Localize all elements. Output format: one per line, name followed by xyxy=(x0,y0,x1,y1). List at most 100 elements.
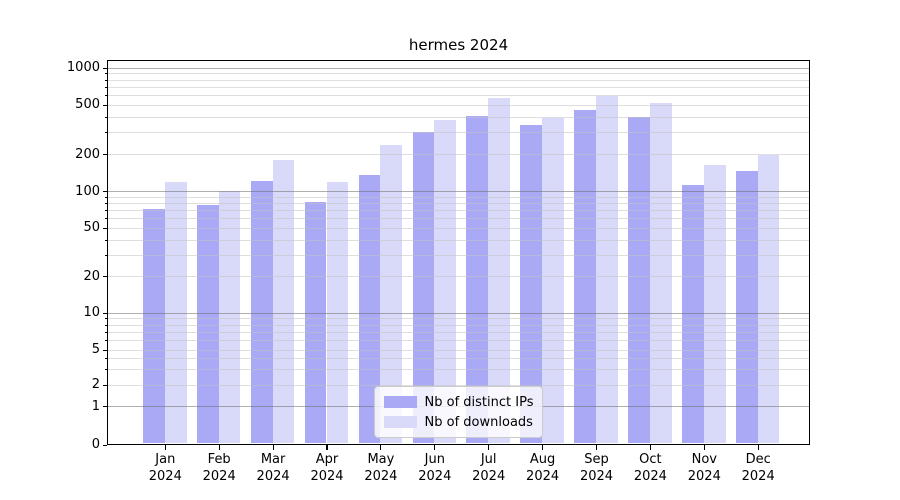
gridline-minor-3 xyxy=(108,369,809,370)
bar-distinct-ips-apr xyxy=(304,201,327,443)
bar-distinct-ips-mar xyxy=(250,181,273,443)
x-tick-label-nov: Nov 2024 xyxy=(669,451,739,485)
y-minor-tick-mark xyxy=(104,254,107,256)
x-label-month: Jan xyxy=(155,452,176,467)
y-minor-tick-mark xyxy=(104,210,107,212)
gridline-minor-50 xyxy=(108,227,809,229)
gridline-major-100 xyxy=(108,191,809,193)
x-label-month: Aug xyxy=(529,452,556,467)
x-label-year: 2024 xyxy=(364,469,398,484)
bar-distinct-ips-jun xyxy=(412,132,435,443)
x-label-month: Nov xyxy=(691,452,717,467)
gridline-major-1000 xyxy=(108,67,809,69)
x-label-year: 2024 xyxy=(526,469,560,484)
y-tick-label-10: 10 xyxy=(83,305,100,321)
x-tick-mark-may xyxy=(380,445,382,450)
y-tick-label-20: 20 xyxy=(83,268,100,284)
bar-downloads-jun xyxy=(434,119,457,443)
y-minor-tick-mark xyxy=(104,358,107,360)
gridline-minor-60 xyxy=(108,218,809,220)
y-tick-label-5: 5 xyxy=(91,342,100,357)
gridline-minor-500 xyxy=(108,104,809,106)
x-tick-label-dec: Dec 2024 xyxy=(723,451,793,485)
x-tick-mark-sep xyxy=(595,445,598,450)
legend-item-distinct-ips: Nb of distinct IPs xyxy=(383,392,533,412)
y-tick-mark xyxy=(102,67,107,69)
x-tick-mark-jan xyxy=(164,445,166,450)
x-tick-label-mar: Mar 2024 xyxy=(238,451,308,485)
y-minor-tick-mark xyxy=(104,384,107,386)
y-minor-tick-mark xyxy=(104,331,107,333)
bar-distinct-ips-may xyxy=(358,174,381,443)
gridline-minor-90 xyxy=(108,196,809,198)
plot-area: Nb of distinct IPs Nb of downloads xyxy=(107,60,810,445)
gridline-minor-900 xyxy=(108,73,809,75)
bar-distinct-ips-aug xyxy=(520,124,543,443)
legend-swatch-downloads xyxy=(383,416,417,428)
y-minor-tick-mark xyxy=(104,239,107,241)
y-minor-tick-mark xyxy=(104,95,107,97)
gridline-minor-30 xyxy=(108,254,809,256)
gridline-minor-9 xyxy=(108,318,809,320)
bar-downloads-aug xyxy=(542,117,564,443)
bar-downloads-jul xyxy=(488,97,510,443)
x-label-month: Oct xyxy=(639,452,662,467)
x-tick-mark-aug xyxy=(542,445,544,450)
x-tick-label-apr: Apr 2024 xyxy=(292,451,362,485)
bar-downloads-jan xyxy=(164,182,187,443)
x-tick-mark-dec xyxy=(757,445,759,450)
y-minor-tick-mark xyxy=(104,324,107,326)
gridline-minor-40 xyxy=(108,239,809,241)
gridline-minor-80 xyxy=(108,202,809,204)
x-label-month: Jun xyxy=(424,452,445,467)
y-tick-label-200: 200 xyxy=(75,146,100,162)
x-label-year: 2024 xyxy=(202,469,236,484)
y-tick-mark xyxy=(102,406,107,408)
y-minor-tick-mark xyxy=(104,79,107,81)
y-minor-tick-mark xyxy=(104,218,107,220)
x-tick-label-jul: Jul 2024 xyxy=(454,451,524,485)
x-label-year: 2024 xyxy=(472,469,506,484)
bar-distinct-ips-feb xyxy=(196,205,219,443)
y-minor-tick-mark xyxy=(104,369,107,370)
x-label-year: 2024 xyxy=(687,469,721,484)
x-label-year: 2024 xyxy=(418,469,452,484)
y-minor-tick-mark xyxy=(104,104,107,106)
x-tick-label-jan: Jan 2024 xyxy=(130,451,200,485)
gridline-minor-70 xyxy=(108,210,809,212)
plot-canvas xyxy=(108,61,809,444)
y-minor-tick-mark xyxy=(104,227,107,229)
gridline-minor-700 xyxy=(108,86,809,88)
y-minor-tick-mark xyxy=(104,73,107,75)
y-minor-tick-mark xyxy=(104,132,107,134)
y-tick-mark xyxy=(102,191,107,193)
y-tick-label-100: 100 xyxy=(75,183,100,199)
y-minor-tick-mark xyxy=(104,339,107,341)
legend-item-downloads: Nb of downloads xyxy=(383,412,534,432)
x-label-month: Sep xyxy=(584,452,609,467)
y-tick-label-2: 2 xyxy=(91,377,100,392)
y-minor-tick-mark xyxy=(104,154,107,156)
bar-distinct-ips-nov xyxy=(682,185,704,443)
gridline-minor-2 xyxy=(108,384,809,386)
x-tick-mark-jun xyxy=(434,445,436,450)
gridline-minor-200 xyxy=(108,154,809,156)
y-tick-label-50: 50 xyxy=(83,220,100,236)
x-label-year: 2024 xyxy=(741,469,775,484)
y-tick-label-1: 1 xyxy=(91,398,100,414)
y-tick-label-0: 0 xyxy=(91,437,100,452)
bar-distinct-ips-dec xyxy=(735,170,758,443)
bar-downloads-may xyxy=(380,145,403,443)
x-tick-mark-feb xyxy=(218,445,220,450)
x-tick-mark-oct xyxy=(649,445,651,450)
x-tick-label-oct: Oct 2024 xyxy=(615,451,685,485)
y-minor-tick-mark xyxy=(104,196,107,198)
x-tick-mark-mar xyxy=(272,445,274,450)
y-minor-tick-mark xyxy=(104,86,107,88)
legend-label-downloads: Nb of downloads xyxy=(424,414,533,430)
x-label-month: Mar xyxy=(260,452,286,467)
x-label-year: 2024 xyxy=(579,469,614,484)
x-label-year: 2024 xyxy=(310,469,344,484)
bar-distinct-ips-jan xyxy=(143,209,165,443)
